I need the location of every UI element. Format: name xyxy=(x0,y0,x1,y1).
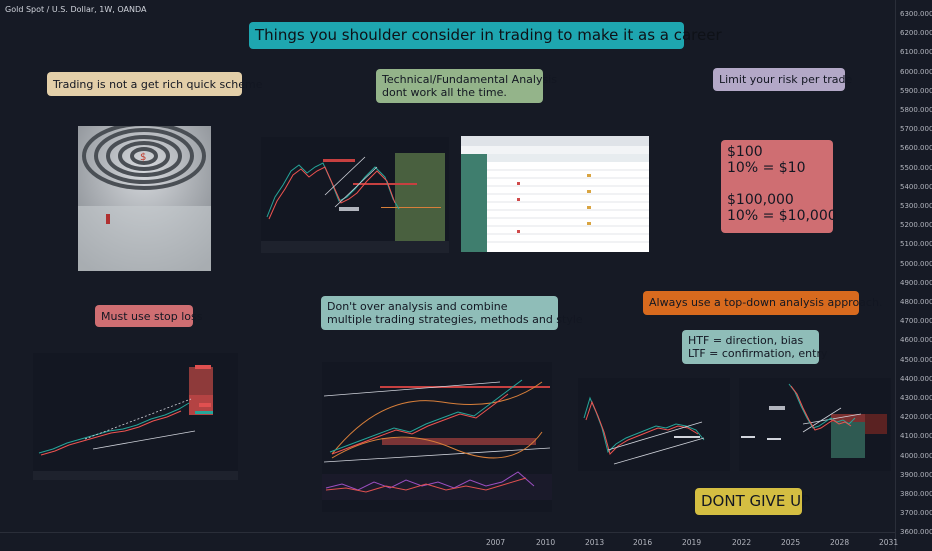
svg-text:$: $ xyxy=(140,152,146,163)
price-axis-label: 5000.000 xyxy=(900,259,932,268)
price-axis-label: 4900.000 xyxy=(900,278,932,287)
price-axis-label: 4300.000 xyxy=(900,394,932,402)
calendar-image xyxy=(461,136,649,252)
headline-note: Things you shoulder consider in trading … xyxy=(249,22,722,49)
price-axis-label: 5600.000 xyxy=(900,144,932,153)
price-axis-label: 5400.000 xyxy=(900,182,932,191)
risk-example-note: $100 10% = $10 $100,000 10% = $10,000 xyxy=(721,140,837,233)
price-axis-label: 4700.000 xyxy=(900,317,932,326)
time-axis-label: 2028 xyxy=(830,538,850,547)
price-axis-label: 3800.000 xyxy=(900,490,932,498)
price-axis-label: 4400.000 xyxy=(900,374,932,383)
multi-strategy-chart-image xyxy=(322,362,552,512)
time-axis-label: 2025 xyxy=(781,538,801,547)
over-analysis-note: Don't over analysis and combine multiple… xyxy=(321,296,583,330)
time-axis-label: 2019 xyxy=(682,538,702,547)
price-axis-label: 5700.000 xyxy=(900,125,932,134)
stop-loss-chart-image xyxy=(33,353,238,480)
limit-risk-note: Limit your risk per trade xyxy=(713,68,852,91)
price-axis-label: 5500.000 xyxy=(900,163,932,172)
price-axis-label: 4000.000 xyxy=(900,451,932,460)
price-axis-label: 4800.000 xyxy=(900,298,932,306)
price-axis-label: 6200.000 xyxy=(900,29,932,38)
time-axis-label: 2007 xyxy=(486,538,506,547)
time-axis-label: 2013 xyxy=(585,538,605,547)
price-axis-label: 5200.000 xyxy=(900,221,932,230)
maze-image: $ xyxy=(78,126,211,271)
time-axis-label: 2010 xyxy=(536,538,556,547)
get-rich-note: Trading is not a get rich quick scheme xyxy=(47,72,262,96)
price-axis-label: 4100.000 xyxy=(900,432,932,441)
htf-chart-image xyxy=(578,378,730,471)
price-axis-label: 6300.000 xyxy=(900,10,932,18)
technical-chart-image xyxy=(261,137,449,253)
price-axis-label: 4500.000 xyxy=(900,355,932,364)
price-axis-label: 5300.000 xyxy=(900,202,932,210)
analysis-note: Technical/Fundamental Analysis dont work… xyxy=(376,69,557,103)
time-axis-label: 2022 xyxy=(732,538,752,547)
price-axis-label: 4600.000 xyxy=(900,336,932,345)
price-axis[interactable]: 6300.000 6200.000 6100.000 6000.000 5900.000… xyxy=(895,0,932,550)
price-axis-label: 6100.000 xyxy=(900,48,932,57)
top-down-note: Always use a top-down analysis approach. xyxy=(643,291,882,315)
time-axis-label: 2016 xyxy=(633,538,653,547)
price-axis-label: 4200.000 xyxy=(900,413,932,422)
ltf-chart-image xyxy=(739,378,891,471)
price-axis-label: 5900.000 xyxy=(900,86,932,95)
stop-loss-note: Must use stop loss xyxy=(95,305,202,327)
dont-give-up-note: DONT GIVE UP xyxy=(695,488,810,515)
price-axis-label: 3900.000 xyxy=(900,470,932,479)
price-axis-label: 5100.000 xyxy=(900,240,932,249)
price-axis-label: 5800.000 xyxy=(900,106,932,114)
symbol-title: Gold Spot / U.S. Dollar, 1W, OANDA xyxy=(5,5,147,14)
price-axis-label: 3600.000 xyxy=(900,528,932,537)
price-axis-label: 6000.000 xyxy=(900,67,932,76)
htf-ltf-note: HTF = direction, bias LTF = confirmation… xyxy=(682,330,827,364)
time-axis[interactable]: 2007 2010 2013 2016 2019 2022 2025 2028 2031 xyxy=(0,532,899,551)
price-axis-label: 3700.000 xyxy=(900,509,932,518)
time-axis-label: 2031 xyxy=(879,538,899,547)
